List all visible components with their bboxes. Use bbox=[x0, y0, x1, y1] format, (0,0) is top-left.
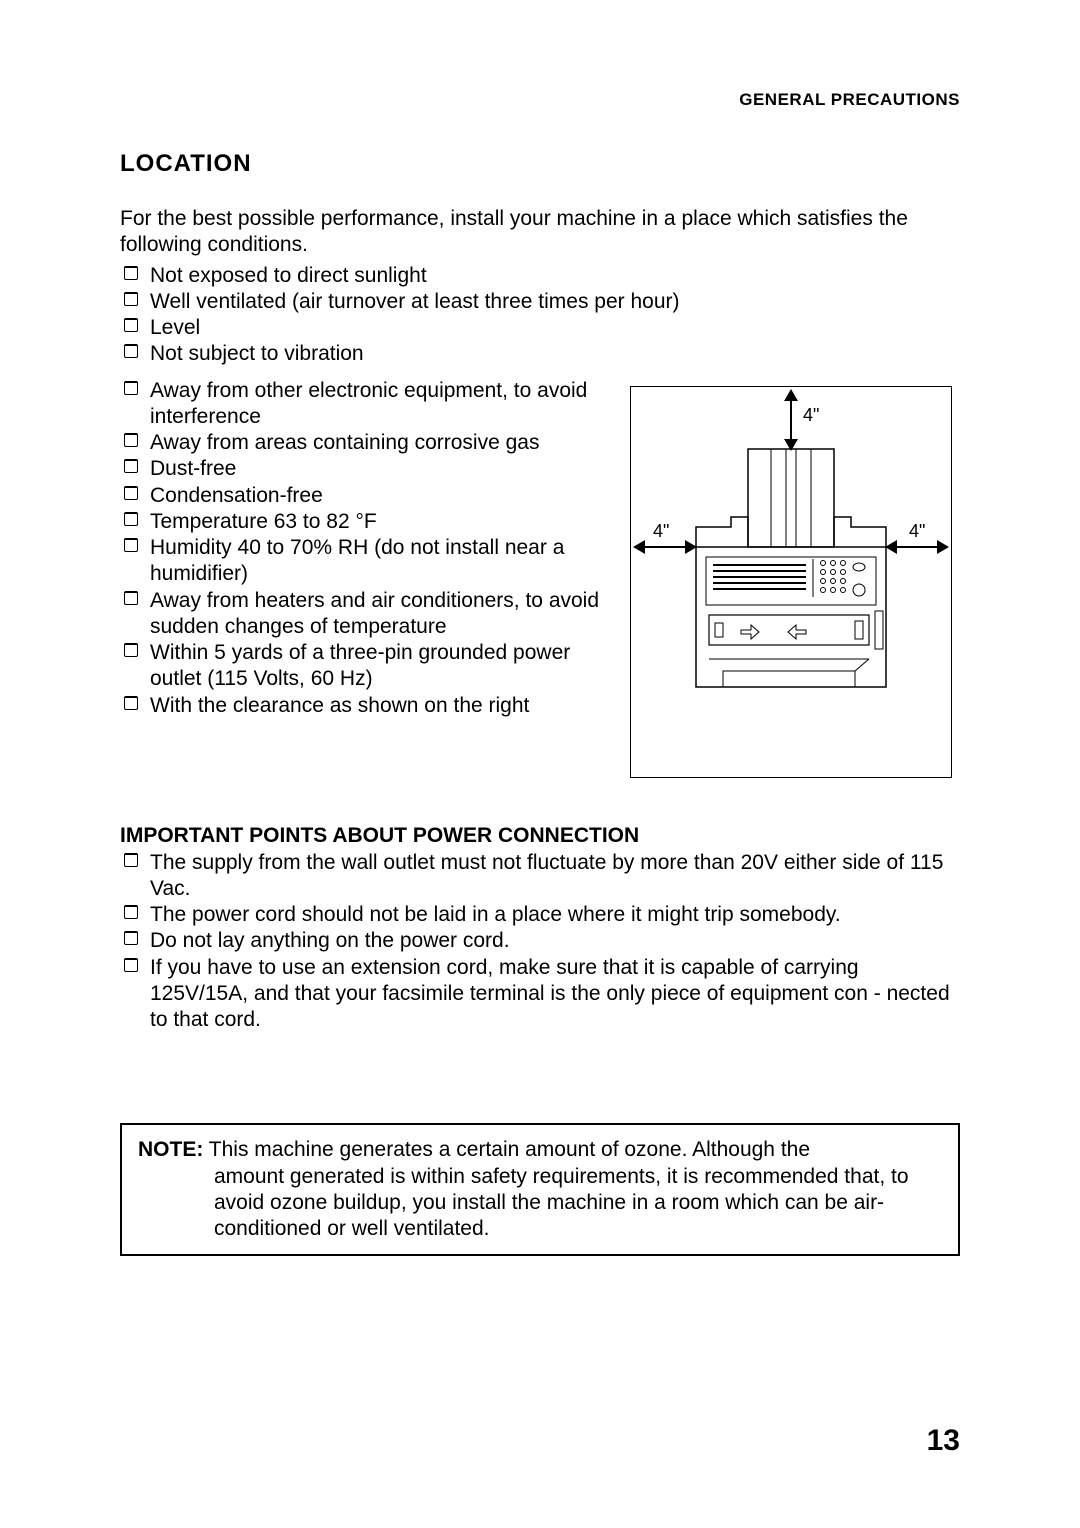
conditions-list-side: Away from other electronic equipment, to… bbox=[120, 378, 610, 719]
note-label: NOTE: bbox=[138, 1138, 203, 1161]
list-item-text: Not exposed to direct sunlight bbox=[150, 264, 427, 287]
list-item-text: Do not lay anything on the power cord. bbox=[150, 929, 510, 952]
list-item-text: Condensation-free bbox=[150, 484, 323, 507]
bullet-icon bbox=[124, 931, 138, 945]
note-box: NOTE: This machine generates a certain a… bbox=[120, 1123, 960, 1256]
list-item: Within 5 yards of a three-pin grounded p… bbox=[120, 640, 610, 693]
list-item: Away from heaters and air conditioners, … bbox=[120, 588, 610, 641]
note-text-rest: amount generated is within safety requir… bbox=[138, 1164, 942, 1243]
bullet-icon bbox=[124, 591, 138, 605]
note-text-line1: This machine generates a certain amount … bbox=[209, 1138, 810, 1161]
bullet-icon bbox=[124, 486, 138, 500]
list-item-text: With the clearance as shown on the right bbox=[150, 694, 529, 717]
list-item: Not subject to vibration bbox=[120, 341, 960, 367]
list-item: With the clearance as shown on the right bbox=[120, 693, 610, 719]
bullet-icon bbox=[124, 512, 138, 526]
list-item-text: Away from heaters and air conditioners, … bbox=[150, 589, 599, 638]
list-item-text: Well ventilated (air turnover at least t… bbox=[150, 290, 680, 313]
bullet-icon bbox=[124, 344, 138, 358]
bullet-icon bbox=[124, 853, 138, 867]
list-item: If you have to use an extension cord, ma… bbox=[120, 955, 960, 1034]
section-title: LOCATION bbox=[120, 150, 960, 178]
bullet-icon bbox=[124, 643, 138, 657]
bullet-icon bbox=[124, 459, 138, 473]
page-number: 13 bbox=[927, 1424, 960, 1458]
list-item-text: The supply from the wall outlet must not… bbox=[150, 851, 943, 900]
list-item-text: The power cord should not be laid in a p… bbox=[150, 903, 841, 926]
power-subheading: IMPORTANT POINTS ABOUT POWER CONNECTION bbox=[120, 824, 960, 848]
list-item-text: Dust-free bbox=[150, 457, 236, 480]
bullet-icon bbox=[124, 266, 138, 280]
bullet-icon bbox=[124, 905, 138, 919]
list-item-text: Away from areas containing corrosive gas bbox=[150, 431, 539, 454]
machine-icon bbox=[631, 387, 951, 777]
bullet-icon bbox=[124, 696, 138, 710]
list-item: Level bbox=[120, 315, 960, 341]
conditions-list-top: Not exposed to direct sunlight Well venti… bbox=[120, 263, 960, 368]
list-item-text: Temperature 63 to 82 °F bbox=[150, 510, 377, 533]
list-item: Dust-free bbox=[120, 456, 610, 482]
clearance-diagram: 4" 4" 4" bbox=[630, 386, 952, 778]
list-item: Not exposed to direct sunlight bbox=[120, 263, 960, 289]
list-item: Do not lay anything on the power cord. bbox=[120, 928, 960, 954]
list-item-text: Humidity 40 to 70% RH (do not install ne… bbox=[150, 536, 564, 585]
power-points-list: The supply from the wall outlet must not… bbox=[120, 850, 960, 1034]
list-item: Away from other electronic equipment, to… bbox=[120, 378, 610, 431]
list-item-text: Within 5 yards of a three-pin grounded p… bbox=[150, 641, 570, 690]
list-item: Condensation-free bbox=[120, 483, 610, 509]
list-item: The power cord should not be laid in a p… bbox=[120, 902, 960, 928]
list-item: Temperature 63 to 82 °F bbox=[120, 509, 610, 535]
intro-paragraph: For the best possible performance, insta… bbox=[120, 206, 960, 259]
bullet-icon bbox=[124, 538, 138, 552]
bullet-icon bbox=[124, 318, 138, 332]
list-item: Well ventilated (air turnover at least t… bbox=[120, 289, 960, 315]
header-section-label: GENERAL PRECAUTIONS bbox=[120, 90, 960, 110]
bullet-icon bbox=[124, 381, 138, 395]
list-item-text: If you have to use an extension cord, ma… bbox=[150, 956, 950, 1032]
list-item: Humidity 40 to 70% RH (do not install ne… bbox=[120, 535, 610, 588]
list-item-text: Away from other electronic equipment, to… bbox=[150, 379, 587, 428]
list-item-text: Not subject to vibration bbox=[150, 342, 364, 365]
bullet-icon bbox=[124, 292, 138, 306]
list-item-text: Level bbox=[150, 316, 200, 339]
list-item: Away from areas containing corrosive gas bbox=[120, 430, 610, 456]
bullet-icon bbox=[124, 958, 138, 972]
list-item: The supply from the wall outlet must not… bbox=[120, 850, 960, 903]
bullet-icon bbox=[124, 433, 138, 447]
